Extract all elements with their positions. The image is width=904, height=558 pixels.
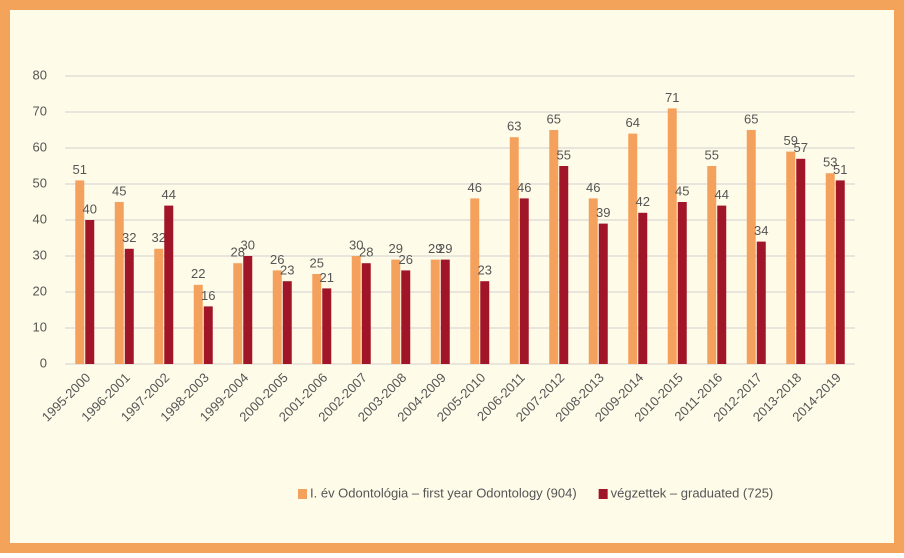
bar — [677, 202, 687, 364]
bar — [282, 281, 292, 364]
y-tick-label: 50 — [33, 175, 47, 190]
bar — [154, 248, 164, 364]
value-label: 65 — [744, 111, 758, 126]
value-label: 71 — [665, 90, 679, 105]
bar — [628, 133, 638, 364]
value-label: 55 — [557, 147, 571, 162]
value-label: 40 — [83, 201, 97, 216]
bar — [796, 158, 806, 364]
y-tick-label: 30 — [33, 247, 47, 262]
value-label: 22 — [191, 266, 205, 281]
value-label: 26 — [399, 252, 413, 267]
bar — [588, 198, 598, 364]
bar — [193, 284, 203, 364]
value-label: 53 — [823, 155, 837, 170]
bar — [361, 263, 371, 364]
value-label: 63 — [507, 119, 521, 134]
legend-label: végzettek – graduated (725) — [611, 485, 774, 500]
bar — [272, 270, 282, 364]
value-label: 34 — [754, 223, 768, 238]
bar — [707, 166, 717, 364]
value-label: 26 — [270, 252, 284, 267]
value-label: 55 — [705, 147, 719, 162]
y-tick-label: 60 — [33, 139, 47, 154]
value-label: 64 — [626, 115, 640, 130]
bar — [509, 137, 519, 364]
y-tick-label: 70 — [33, 103, 47, 118]
value-label: 45 — [112, 183, 126, 198]
value-label: 46 — [517, 180, 531, 195]
bar — [519, 198, 529, 364]
value-label: 39 — [596, 205, 610, 220]
value-label: 29 — [389, 241, 403, 256]
y-tick-label: 20 — [33, 283, 47, 298]
bar — [391, 259, 401, 364]
value-label: 23 — [478, 263, 492, 278]
value-label: 25 — [310, 255, 324, 270]
legend-swatch — [298, 489, 307, 499]
bar — [243, 256, 253, 364]
bar — [559, 166, 569, 364]
bar — [75, 180, 85, 364]
y-tick-label: 10 — [33, 319, 47, 334]
value-label: 42 — [636, 194, 650, 209]
value-label: 30 — [241, 237, 255, 252]
bar — [203, 306, 213, 364]
legend-label: I. év Odontológia – first year Odontolog… — [310, 485, 577, 500]
bar — [440, 259, 450, 364]
y-tick-label: 40 — [33, 211, 47, 226]
bar — [746, 130, 756, 364]
value-label: 51 — [73, 162, 87, 177]
bar — [114, 202, 124, 364]
value-label: 57 — [794, 140, 808, 155]
bar — [164, 205, 174, 364]
bar — [825, 173, 835, 364]
value-label: 32 — [152, 230, 166, 245]
value-label: 45 — [675, 183, 689, 198]
bar — [598, 223, 608, 364]
value-label: 29 — [438, 241, 452, 256]
bar — [312, 274, 322, 364]
value-label: 46 — [586, 180, 600, 195]
bar — [549, 130, 559, 364]
bar — [786, 151, 796, 364]
value-label: 16 — [201, 288, 215, 303]
bar — [835, 180, 845, 364]
bar — [351, 256, 361, 364]
value-label: 44 — [715, 187, 729, 202]
y-tick-label: 0 — [40, 355, 47, 370]
bar — [717, 205, 727, 364]
bar — [638, 212, 648, 364]
value-label: 65 — [547, 111, 561, 126]
bar — [667, 108, 677, 365]
value-label: 28 — [231, 245, 245, 260]
value-label: 23 — [280, 263, 294, 278]
value-label: 30 — [349, 237, 363, 252]
value-label: 51 — [833, 162, 847, 177]
value-label: 29 — [428, 241, 442, 256]
bar — [85, 220, 95, 364]
y-tick-label: 80 — [33, 67, 47, 82]
value-label: 28 — [359, 245, 373, 260]
value-label: 21 — [320, 270, 334, 285]
bar — [756, 241, 766, 364]
value-label: 44 — [162, 187, 176, 202]
bar — [233, 263, 243, 364]
value-label: 59 — [784, 133, 798, 148]
bar — [124, 248, 134, 364]
value-label: 32 — [122, 230, 136, 245]
value-label: 46 — [468, 180, 482, 195]
bar — [470, 198, 480, 364]
bar — [430, 259, 440, 364]
bar — [322, 288, 332, 364]
bar — [480, 281, 490, 364]
legend-swatch — [598, 489, 608, 499]
bar — [401, 270, 411, 364]
